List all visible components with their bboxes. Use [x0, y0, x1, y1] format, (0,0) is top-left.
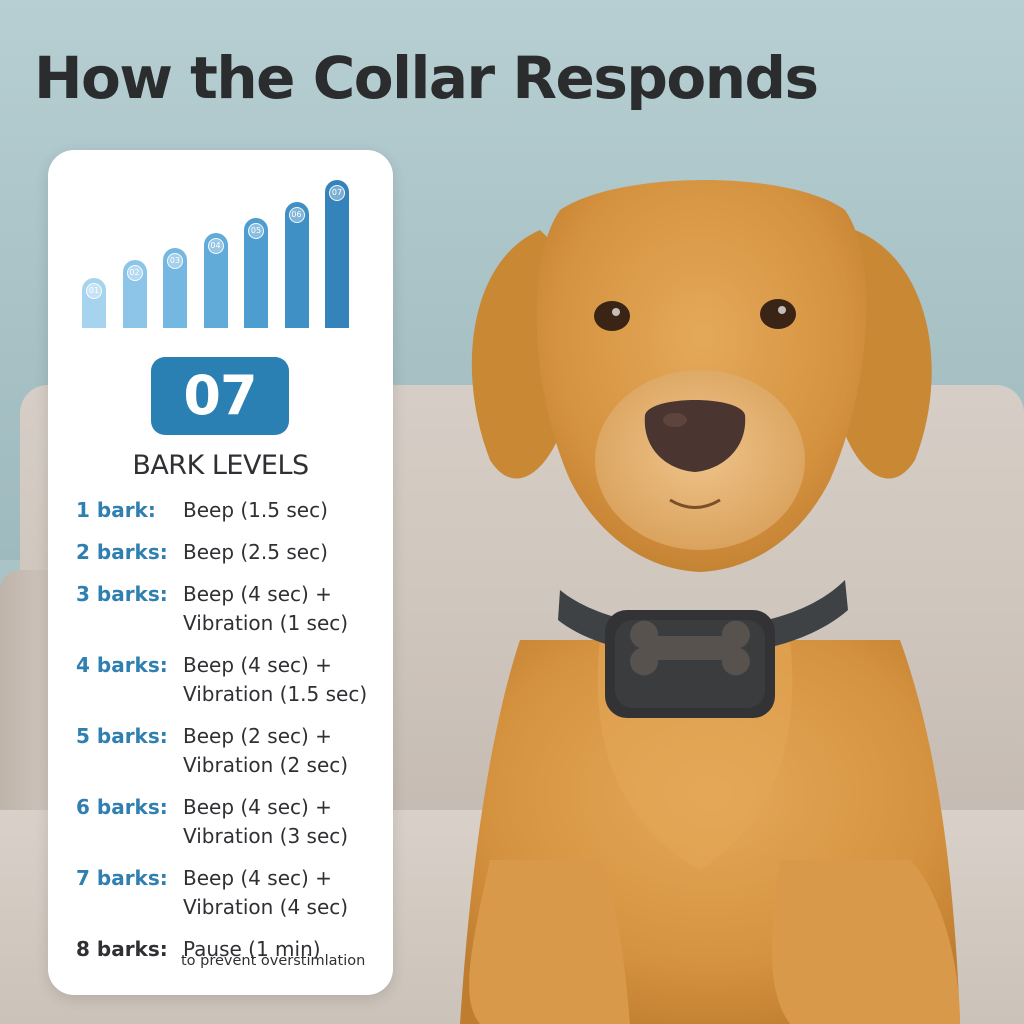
level-bar: 07	[325, 180, 349, 328]
bark-level-row: 7 barks: Beep (4 sec) + Vibration (4 sec)	[76, 864, 386, 922]
level-bar: 02	[122, 260, 147, 328]
collar-response: Beep (4 sec) + Vibration (1 sec)	[183, 580, 348, 638]
level-bar-label: 07	[329, 185, 345, 201]
collar-response-line: Vibration (1 sec)	[183, 611, 349, 635]
collar-response-line: Beep (4 sec) +	[183, 866, 332, 890]
golden-retriever-image	[460, 180, 960, 1024]
collar-response: Beep (4 sec) + Vibration (3 sec)	[183, 793, 348, 851]
collar-response: Beep (1.5 sec)	[183, 496, 328, 525]
collar-response: Beep (4 sec) + Vibration (1.5 sec)	[183, 651, 367, 709]
bark-level-row: 5 barks: Beep (2 sec) + Vibration (2 sec)	[76, 722, 386, 780]
collar-response-line: Beep (2.5 sec)	[183, 540, 328, 564]
level-bar-label: 02	[126, 265, 143, 281]
bark-count-label: 7 barks:	[76, 866, 168, 890]
pause-note: to prevent overstimlation	[181, 953, 366, 969]
level-bar: 06	[284, 202, 309, 328]
collar-response: Pause (1 min)	[183, 935, 321, 964]
bark-count-label: 8 barks:	[76, 937, 168, 961]
bark-count-label: 6 barks:	[76, 795, 168, 819]
bark-level-row: 3 barks: Beep (4 sec) + Vibration (1 sec)	[76, 580, 386, 638]
bark-level-row: 2 barks: Beep (2.5 sec)	[76, 538, 386, 567]
level-bar-label: 01	[86, 283, 102, 299]
level-bar: 05	[244, 218, 268, 328]
bark-count-label: 2 barks:	[76, 540, 168, 564]
collar-response-line: Vibration (4 sec)	[183, 895, 349, 919]
bark-count-label: 1 bark:	[76, 498, 156, 522]
collar-response-line: Beep (1.5 sec)	[183, 498, 328, 522]
bark-level-row: 6 barks: Beep (4 sec) + Vibration (3 sec)	[76, 793, 386, 851]
level-bar-label: 05	[248, 223, 264, 239]
level-bar: 03	[163, 248, 187, 328]
collar-response: Beep (2.5 sec)	[183, 538, 328, 567]
bark-levels-heading: BARK LEVELS	[132, 450, 309, 481]
collar-response-line: Vibration (2 sec)	[183, 753, 349, 777]
bark-levels-card: 01 02 03 04 05 06 07 07 BARK LEVELS 1 bark: Bee…	[48, 150, 393, 995]
bark-count-label: 4 barks:	[76, 653, 168, 677]
bark-count-label: 3 barks:	[76, 582, 168, 606]
bark-count-label: 5 barks:	[76, 724, 168, 748]
collar-response: Beep (4 sec) + Vibration (4 sec)	[183, 864, 348, 922]
bark-level-row: 4 barks: Beep (4 sec) + Vibration (1.5 sec…	[76, 651, 386, 709]
collar-response-line: Beep (4 sec) +	[183, 582, 332, 606]
collar-response-line: Vibration (3 sec)	[183, 824, 349, 848]
collar-response-line: Beep (2 sec) +	[183, 724, 332, 748]
collar-response: Beep (2 sec) + Vibration (2 sec)	[183, 722, 348, 780]
level-bar-label: 04	[207, 238, 224, 254]
collar-response-line: Beep (4 sec) +	[183, 795, 332, 819]
level-bar: 01	[82, 278, 106, 328]
bark-level-row: 1 bark: Beep (1.5 sec)	[76, 496, 386, 525]
bark-level-row: 8 barks: Pause (1 min)	[76, 935, 386, 964]
level-bar-label: 06	[288, 207, 305, 223]
collar-response-line: Beep (4 sec) +	[183, 653, 332, 677]
collar-response-line: Vibration (1.5 sec)	[183, 682, 368, 706]
bark-level-list: 1 bark: Beep (1.5 sec) 2 barks: Beep (2.5 s…	[76, 496, 386, 977]
bark-level-count-badge: 07	[151, 357, 289, 435]
level-bar-label: 03	[167, 253, 183, 269]
collar-response-line: Pause (1 min)	[183, 937, 321, 961]
bark-level-bar-chart: 01 02 03 04 05 06 07	[82, 168, 362, 328]
page-title: How the Collar Responds	[34, 44, 819, 112]
level-bar: 04	[203, 233, 228, 328]
